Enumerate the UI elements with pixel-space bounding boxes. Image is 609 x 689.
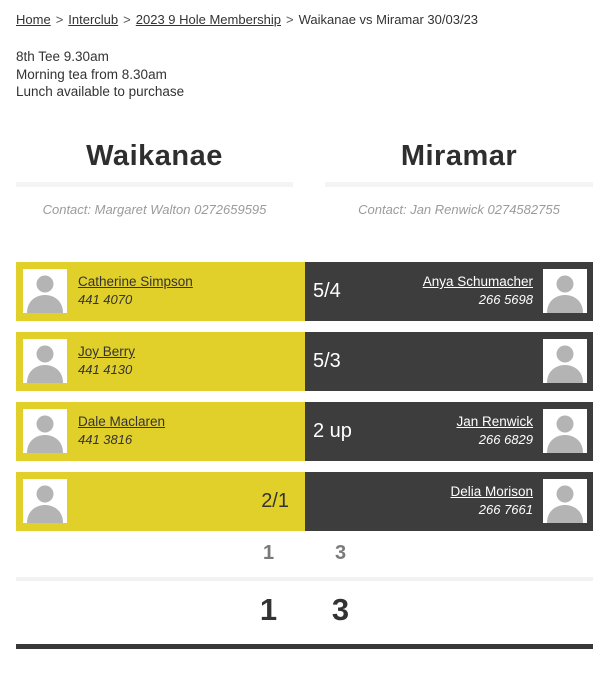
player-phone: 266 6829 [478,432,533,447]
breadcrumb-separator: > [55,12,64,27]
person-icon [547,415,583,453]
player-name-link[interactable]: Anya Schumacher [422,274,533,289]
person-icon [547,275,583,313]
breadcrumb-link-interclub[interactable]: Interclub [68,12,119,27]
avatar [543,409,587,453]
event-info: 8th Tee 9.30am Morning tea from 8.30am L… [16,48,593,101]
match-row: Catherine Simpson 441 4070 5/4 Anya Schu… [16,261,593,321]
away-team-header: Miramar Contact: Jan Renwick 0274582755 [325,140,593,217]
match-score-away: 2 up [313,419,352,442]
avatar [543,269,587,313]
match-row: 2/1 Delia Morison 266 7661 [16,471,593,531]
home-team-header: Waikanae Contact: Margaret Walton 027265… [16,140,293,217]
player-phone: 266 7661 [478,502,533,517]
match-row: Dale Maclaren 441 3816 2 up Jan Renwick … [16,401,593,461]
avatar [543,479,587,523]
home-player-cell: 2/1 [16,471,305,531]
player-name-link[interactable]: Dale Maclaren [78,414,166,429]
person-icon [27,485,63,523]
home-team-divider [16,181,293,187]
avatar [23,479,67,523]
player-name-link[interactable]: Delia Morison [450,484,533,499]
away-player-cell: 5/3 [305,331,593,391]
avatar [23,269,67,313]
avatar [543,339,587,383]
player-name-link[interactable]: Catherine Simpson [78,274,193,289]
match-row: Joy Berry 441 4130 5/3 [16,331,593,391]
person-icon [547,345,583,383]
match-score-away: 5/4 [313,279,341,302]
avatar [23,339,67,383]
match-score-away: 5/3 [313,349,341,372]
match-list: Catherine Simpson 441 4070 5/4 Anya Schu… [16,261,593,531]
breadcrumb-current: Waikanae vs Miramar 30/03/23 [298,12,479,27]
home-team-name: Waikanae [86,139,223,172]
away-points: 3 [334,541,347,564]
breadcrumb-link-home[interactable]: Home [16,12,51,27]
person-icon [27,345,63,383]
person-icon [27,415,63,453]
bottom-divider [16,643,593,649]
info-line-lunch: Lunch available to purchase [16,84,185,99]
away-total: 3 [331,591,350,627]
points-row: 1 3 [16,542,593,565]
person-icon [547,485,583,523]
away-player-cell: 2 up Jan Renwick 266 6829 [305,401,593,461]
final-score-row: 1 3 [16,592,593,628]
away-team-divider [325,181,593,187]
player-name-link[interactable]: Jan Renwick [456,414,533,429]
player-phone: 441 4130 [78,362,133,377]
away-team-name: Miramar [400,139,518,172]
breadcrumb-separator: > [286,12,294,27]
breadcrumb: Home > Interclub >2023 9 Hole Membership > Wa… [16,12,593,27]
player-phone: 441 3816 [78,432,133,447]
person-icon [27,275,63,313]
player-name-link[interactable]: Joy Berry [78,344,136,359]
home-player-cell: Joy Berry 441 4130 [16,331,305,391]
breadcrumb-separator: > [123,12,131,27]
home-total: 1 [259,591,278,627]
home-points: 1 [262,541,275,564]
home-player-cell: Dale Maclaren 441 3816 [16,401,305,461]
teams-header: Waikanae Contact: Margaret Walton 027265… [16,140,593,217]
player-phone: 441 4070 [78,292,133,307]
home-team-contact: Contact: Margaret Walton 0272659595 [42,201,267,217]
player-phone: 266 5698 [478,292,533,307]
totals-divider [16,576,593,581]
info-line-tee-time: 8th Tee 9.30am [16,49,109,64]
away-player-cell: Delia Morison 266 7661 [305,471,593,531]
home-player-cell: Catherine Simpson 441 4070 [16,261,305,321]
match-score-home: 2/1 [261,489,289,512]
avatar [23,409,67,453]
away-team-contact: Contact: Jan Renwick 0274582755 [358,201,560,217]
info-line-morning-tea: Morning tea from 8.30am [16,66,167,82]
breadcrumb-link-membership[interactable]: 2023 9 Hole Membership [135,12,281,27]
away-player-cell: 5/4 Anya Schumacher 266 5698 [305,261,593,321]
